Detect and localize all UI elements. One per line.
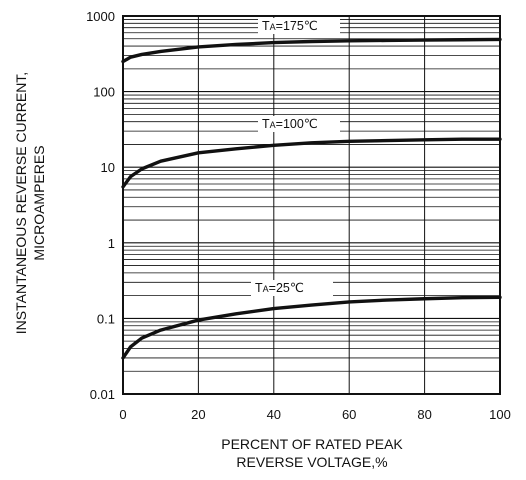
series-label-bg [258,18,340,34]
series-label-layer: TA=175℃TA=100℃TA=25℃ [251,18,340,296]
x-tick-label: 20 [191,407,205,422]
y-tick-label: 0.01 [90,387,115,402]
y-tick-label: 1000 [86,9,115,24]
series-label-subscript: A [263,284,269,294]
series-label-main: T [262,19,270,33]
series-layer [121,37,502,360]
y-tick-label: 1 [108,236,115,251]
x-axis-title-line-1: PERCENT OF RATED PEAK [221,436,403,452]
series-line-0 [121,37,502,64]
x-axis-title-line-2: REVERSE VOLTAGE,% [236,454,387,470]
axis-title-layer: PERCENT OF RATED PEAK REVERSE VOLTAGE,% … [13,72,403,470]
x-tick-label: 40 [267,407,281,422]
series-label-main: T [262,117,270,131]
series-line-2 [121,295,502,360]
y-tick-label: 0.1 [97,311,115,326]
series-label-value: =25℃ [269,281,304,295]
x-tick-label: 0 [119,407,126,422]
series-label-0: TA=175℃ [262,19,318,33]
grid-layer [123,16,500,394]
y-axis-title-line-1: INSTANTANEOUS REVERSE CURRENT, [13,72,29,334]
y-tick-label: 10 [101,160,115,175]
series-label-bg [258,116,340,132]
y-axis-title-line-2: MICROAMPERES [31,145,47,260]
series-label-value: =100℃ [276,117,318,131]
series-label-subscript: A [270,22,276,32]
series-label-value: =175℃ [276,19,318,33]
series-label-main: T [255,281,263,295]
series-label-bg [251,280,333,296]
x-tick-label: 60 [342,407,356,422]
y-tick-label: 100 [93,85,115,100]
series-label-1: TA=100℃ [262,117,318,131]
series-line-1 [121,137,502,189]
x-tick-label: 100 [489,407,511,422]
x-tick-label: 80 [417,407,431,422]
series-label-2: TA=25℃ [255,281,304,295]
plot-frame [122,15,501,395]
tick-label-layer: 0 20 40 60 80 100 0.01 0.1 1 10 100 1000 [86,9,511,422]
series-label-subscript: A [270,120,276,130]
